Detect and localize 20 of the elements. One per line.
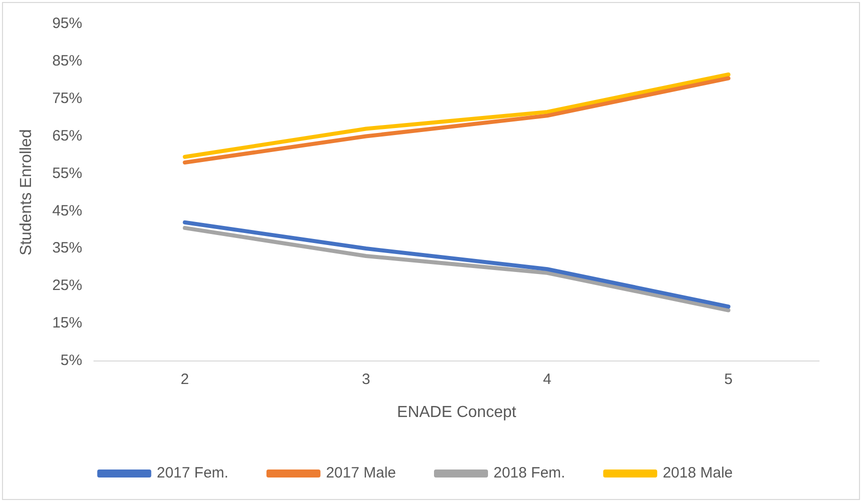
y-tick-label: 15% <box>52 314 82 332</box>
y-tick-label: 45% <box>52 202 82 220</box>
x-tick-label: 5 <box>724 370 733 388</box>
x-tick-label: 3 <box>362 370 370 388</box>
y-tick-label: 55% <box>52 164 82 182</box>
y-tick-label: 75% <box>52 90 82 107</box>
legend-label: 2017 Male <box>326 464 396 482</box>
legend-label: 2018 Fem. <box>494 464 566 482</box>
y-tick-label: 5% <box>60 352 82 369</box>
y-axis-title: Students Enrolled <box>18 129 36 256</box>
y-tick-label: 95% <box>52 15 82 32</box>
y-tick-label: 65% <box>52 127 82 144</box>
x-axis-title: ENADE Concept <box>397 404 517 421</box>
x-tick-label: 4 <box>543 370 552 388</box>
x-tick-label: 2 <box>180 370 189 388</box>
legend-label: 2017 Fem. <box>156 464 228 482</box>
y-tick-label: 25% <box>52 277 82 294</box>
legend-label: 2018 Male <box>662 464 733 482</box>
y-tick-label: 35% <box>52 240 82 257</box>
y-tick-label: 85% <box>52 52 82 70</box>
